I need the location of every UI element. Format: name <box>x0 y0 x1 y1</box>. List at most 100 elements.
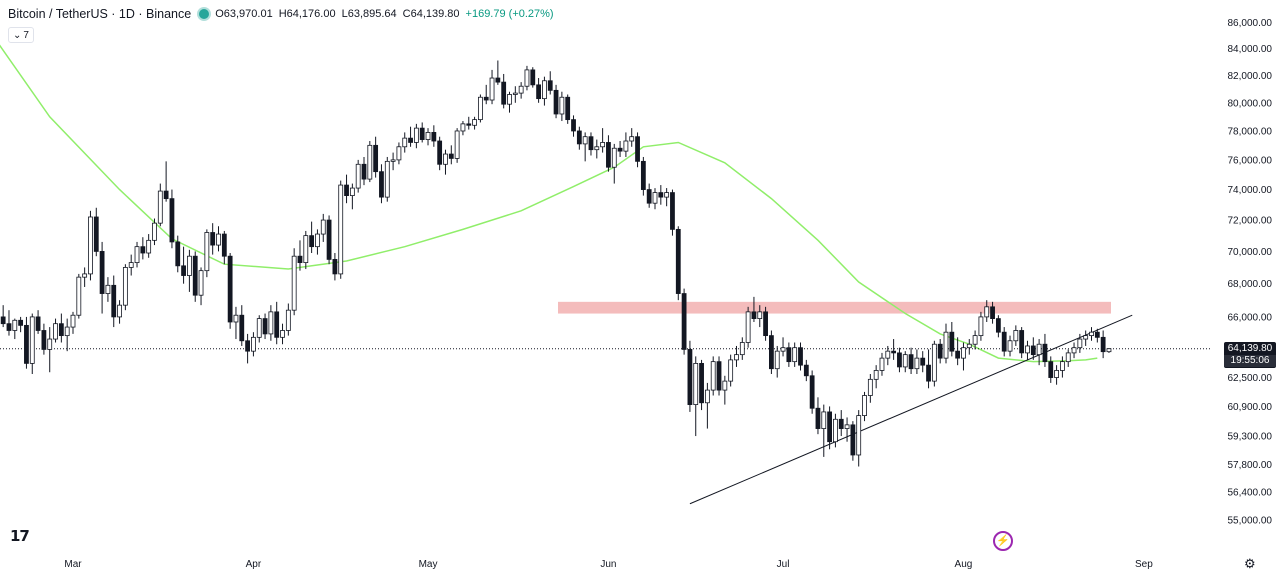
candle-body <box>943 331 949 359</box>
candle-body <box>611 147 617 168</box>
candle-body <box>1083 335 1089 340</box>
candle-body <box>984 306 990 318</box>
candle-body <box>728 359 734 382</box>
candle <box>640 156 646 196</box>
y-axis-tick-label: 62,500.00 <box>1228 373 1273 384</box>
candle <box>966 339 972 355</box>
candle <box>943 323 949 364</box>
candle-body <box>635 136 640 162</box>
candle <box>448 145 454 165</box>
candle <box>693 356 699 437</box>
candle-body <box>18 319 24 326</box>
moving-average-line[interactable] <box>0 42 1098 363</box>
candle-body <box>0 316 6 325</box>
candle <box>157 183 163 227</box>
candle-body <box>483 96 489 101</box>
candle-body <box>361 163 367 180</box>
change-value: +169.79 (+0.27%) <box>465 8 554 20</box>
candle-body <box>961 347 966 359</box>
indicators-toggle-button[interactable]: ⌄ 7 <box>8 27 34 43</box>
candle-body <box>140 246 146 254</box>
trendline[interactable] <box>689 314 1133 505</box>
candle-body <box>1106 348 1112 353</box>
candle-body <box>640 160 646 190</box>
candle-body <box>786 347 792 363</box>
candle-body <box>658 192 664 198</box>
candle-body <box>268 311 274 335</box>
gear-icon[interactable]: ⚙ <box>1244 556 1256 571</box>
candle <box>466 116 472 130</box>
candle <box>12 318 18 340</box>
candle <box>687 340 693 412</box>
candle-body <box>128 262 134 268</box>
candle <box>507 91 512 113</box>
flash-icon[interactable]: ⚡ <box>993 531 1013 551</box>
y-axis-tick-label: 56,400.00 <box>1228 487 1273 498</box>
candle <box>658 185 664 205</box>
high-value: 64,176.00 <box>286 8 336 20</box>
candle-body <box>88 216 93 275</box>
candle <box>559 91 565 122</box>
candle <box>873 365 879 389</box>
candle <box>635 132 640 168</box>
candle <box>454 128 460 163</box>
candle-body <box>937 343 943 359</box>
candle-body <box>82 273 88 278</box>
candle <box>111 275 117 328</box>
symbol-title[interactable]: Bitcoin / TetherUS · 1D · Binance <box>8 7 192 21</box>
candle <box>291 248 297 316</box>
candle-body <box>512 92 518 95</box>
candle <box>373 136 379 178</box>
candle <box>652 188 658 210</box>
candle <box>1025 340 1030 360</box>
candle <box>146 234 152 258</box>
candle-body <box>297 255 303 264</box>
candle <box>396 142 402 165</box>
candle-body <box>850 424 856 456</box>
resistance-zone[interactable] <box>558 301 1111 314</box>
y-axis-tick-label: 55,000.00 <box>1228 515 1273 526</box>
candle-body <box>704 389 710 404</box>
candle <box>867 374 873 403</box>
candle-body <box>553 89 559 115</box>
symbol-header: Bitcoin / TetherUS · 1D · Binance O 63,97… <box>8 5 554 23</box>
candle-body <box>448 153 454 159</box>
candle <box>1030 337 1036 360</box>
candle-body <box>227 255 233 323</box>
candle <box>367 141 373 183</box>
candle <box>1100 330 1106 359</box>
x-axis-tick-label: Sep <box>1135 559 1153 570</box>
candle-body <box>873 370 879 380</box>
candle-body <box>606 142 611 168</box>
candle <box>803 359 809 382</box>
candle <box>274 301 280 345</box>
candle-body <box>885 350 891 359</box>
candle-body <box>431 132 437 142</box>
candle <box>245 333 251 364</box>
candle <box>384 156 390 202</box>
tradingview-logo-icon[interactable]: 17 <box>10 527 30 545</box>
candle <box>774 345 780 378</box>
y-axis-tick-label: 68,000.00 <box>1228 279 1273 290</box>
candle <box>984 300 990 322</box>
candle-body <box>617 147 623 152</box>
candle-body <box>833 418 838 443</box>
candle-body <box>35 316 41 331</box>
x-axis-tick-label: Jul <box>777 559 790 570</box>
chevron-down-icon: ⌄ <box>13 29 22 41</box>
candle <box>606 135 611 172</box>
candle <box>41 323 47 355</box>
candle <box>798 342 803 371</box>
candle-body <box>210 232 216 246</box>
candle <box>18 316 24 333</box>
candle <box>629 128 635 147</box>
candle <box>297 240 303 271</box>
candle-body <box>53 323 58 340</box>
candle <box>681 288 687 355</box>
candle <box>361 156 367 186</box>
candle <box>408 126 413 147</box>
candle-body <box>216 233 221 246</box>
candle-body <box>716 361 722 391</box>
candle-body <box>303 235 309 264</box>
